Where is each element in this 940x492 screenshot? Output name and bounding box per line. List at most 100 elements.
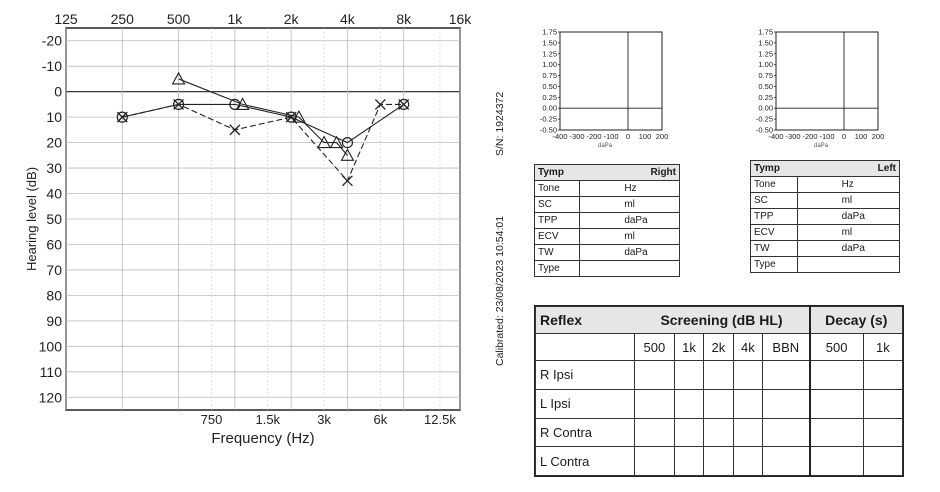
reflex-cell [732,417,764,448]
reflex-cell [673,446,705,476]
tymp-right-row-unit: ml [579,196,680,213]
reflex-cell [762,388,810,419]
reflex-decay-title: Decay (s) [808,306,903,334]
reflex-col-header: 4k [732,333,764,361]
tymp-right-row-label: TW [533,244,581,261]
tymp-x-tick-label: 0 [626,132,630,141]
x-tick-label-top: 4k [340,11,356,27]
data-point-x-stroke [398,98,410,110]
data-point-circle [116,111,128,123]
tymp-plot-frame [775,31,879,131]
data-point-x-stroke [285,111,297,123]
tymp-x-tick-label: -300 [569,132,584,141]
tymp-x-axis-label: daPa [814,143,829,149]
data-point-x-stroke [341,175,353,187]
tymp-right-row-label: SC [533,196,581,213]
reflex-cell [808,388,864,419]
data-point-circle [341,137,354,149]
tymp-right-row-unit [579,260,680,277]
tymp-y-tick-label: 0.00 [542,104,557,113]
tymp-left-row-label: TPP [750,208,798,225]
tymp-left-row-unit: daPa [796,208,901,225]
tymp-x-tick-label: -300 [785,132,800,141]
tymp-left-row-unit: daPa [796,240,901,257]
tymp-y-tick-label: -0.50 [540,126,557,135]
reflex-cell [732,388,764,419]
y-tick-label: 70 [46,262,62,278]
x-tick-label-top: 16k [449,11,473,27]
reflex-cell [862,360,904,390]
tymp-x-tick-label: -100 [819,132,834,141]
x-tick-label-bottom: 1.5k [255,412,280,427]
reflex-cell [862,417,904,448]
tymp-y-tick-label: 1.25 [758,49,773,58]
reflex-cell [732,360,764,390]
data-point-x [374,98,386,110]
y-tick-label: 50 [46,211,62,227]
tymp-right-title: Tymp [533,164,580,181]
y-tick-label: 40 [46,186,62,202]
reflex-cell [634,388,675,419]
tymp-y-tick-label: 0.25 [542,93,557,102]
reflex-row-label: L Contra [535,446,635,476]
tymp-y-tick-label: -0.25 [756,115,773,124]
audiogram-chart: -20 -10 0 10 20 30 40 50 60 70 80 90 100 110 120 125 250… [24,11,473,447]
tymp-y-tick-label: 0.50 [542,82,557,91]
y-tick-label: -10 [42,58,62,74]
calibration-timestamp: Calibrated: 23/08/2023 10:54:01 [494,215,506,366]
tymp-left-row-unit [796,256,901,273]
y-tick-label: 100 [39,338,63,354]
reflex-corner [535,333,635,361]
data-point-x [285,111,297,123]
reflex-title: Reflex [535,306,635,334]
tymp-right-row-label: TPP [533,212,581,229]
y-axis-label: Hearing level (dB) [24,167,39,271]
tymp-left-row-label: Tone [750,176,798,193]
reflex-col-header: 2k [703,333,734,361]
reflex-cell [673,417,705,448]
reflex-screening-title: Screening (dB HL) [634,306,810,334]
tymp-right-row-label: ECV [533,228,581,245]
x-tick-label-bottom: 6k [373,412,387,427]
tymp-x-tick-label: -400 [552,132,567,141]
tymp-y-tick-label: 0.25 [758,93,773,102]
reflex-cell [808,360,864,390]
reflex-cell [703,446,734,476]
y-tick-label: 10 [46,109,62,125]
y-tick-label: 110 [40,364,63,380]
reflex-decay-col-header: 500 [808,333,864,361]
serial-number: S/N: 1924372 [494,91,506,156]
tymp-right-row-unit: daPa [579,212,680,229]
reflex-cell [762,446,810,476]
tymp-right-side: Right [579,164,680,181]
tymp-right-row-unit: daPa [579,244,680,261]
tymp-y-tick-label: 1.00 [542,60,557,69]
tympanogram-right-graph: 1.751.50 1.25 1.00 0.75 0.50 0.25 0.00 -0.25 -0.… [540,28,668,150]
x-tick-label-bottom: 3k [317,412,331,427]
reflex-row-label: R Contra [535,417,635,448]
data-point-circle [172,98,185,111]
x-tick-label-top: 1k [227,11,243,27]
data-point-triangle [291,109,306,123]
tymp-x-tick-label: 100 [639,132,652,141]
tymp-x-tick-label: -100 [603,132,618,141]
reflex-cell [862,446,904,476]
tymp-y-tick-label: 1.25 [542,49,557,58]
tymp-y-tick-label: 1.75 [542,28,557,37]
tymp-x-axis-label: daPa [598,143,613,149]
tymp-y-tick-label: 1.50 [542,38,557,47]
tymp-x-tick-label: 0 [842,132,846,141]
data-point-triangle [235,97,250,110]
reflex-cell [703,388,734,419]
y-tick-label: 80 [46,287,62,303]
reflex-decay-col-header: 1k [862,333,904,361]
data-point-triangle [171,71,186,85]
data-point-x [116,111,128,123]
tymp-left-table: Tymp Left Tone Hz SC ml TPP daPa ECV ml TW da… [750,160,901,273]
data-point-x-stroke [173,98,185,110]
tymp-left-row-label: SC [750,192,798,209]
reflex-cell [703,360,734,390]
tymp-right-row-label: Tone [533,180,581,197]
data-point-x [398,98,410,110]
reflex-cell [673,360,705,390]
